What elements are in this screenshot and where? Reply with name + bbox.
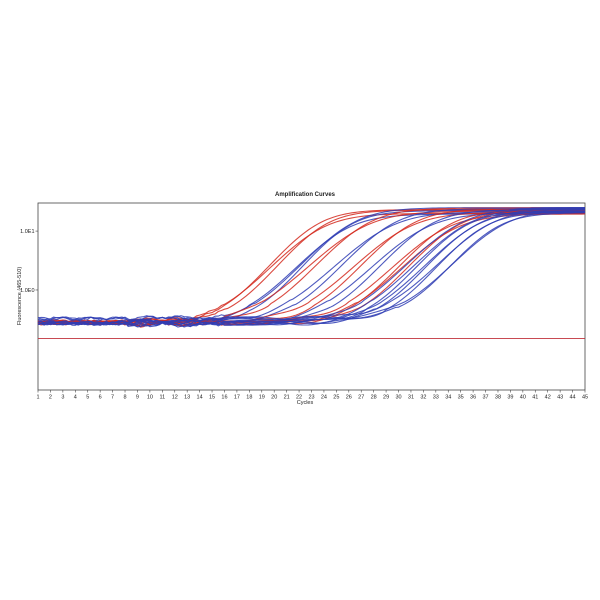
x-tick-label: 35 [458,395,464,401]
y-axis-label: Fluorescence (465-510) [17,267,23,326]
x-tick-label: 8 [123,395,126,401]
x-tick-label: 24 [321,395,327,401]
blue-amplification-curve [37,209,586,323]
x-tick-label: 38 [495,395,501,401]
x-tick-label: 26 [346,395,352,401]
x-tick-label: 39 [507,395,513,401]
x-tick-label: 32 [420,395,426,401]
x-tick-label: 1 [36,395,39,401]
x-tick-label: 9 [136,395,139,401]
x-tick-label: 33 [433,395,439,401]
x-tick-label: 40 [520,395,526,401]
x-tick-label: 2 [49,395,52,401]
blue-amplification-curve [37,208,586,328]
x-tick-label: 30 [395,395,401,401]
x-tick-label: 17 [234,395,240,401]
x-tick-label: 29 [383,395,389,401]
x-tick-label: 22 [296,395,302,401]
y-tick-label: 1.0E0 [20,288,34,294]
x-tick-label: 44 [570,395,576,401]
x-tick-label: 11 [159,395,165,401]
y-axis: 1.0E0 1.0E1 [20,229,38,294]
x-axis: 1 2 3 4 5 6 7 8 9 10 11 12 13 14 15 16 17 18 19 20 21 22 23 24 2… [36,390,588,401]
x-tick-label: 21 [284,395,290,401]
x-axis-label: Cycles [297,400,314,406]
blue-amplification-curve [37,208,586,322]
x-tick-label: 36 [470,395,476,401]
x-tick-label: 41 [532,395,538,401]
x-tick-label: 4 [74,395,77,401]
blue-amplification-curve [37,207,586,328]
x-tick-label: 43 [557,395,563,401]
blue-amplification-curve [37,210,585,327]
x-tick-label: 15 [209,395,215,401]
x-tick-label: 23 [308,395,314,401]
x-tick-label: 20 [271,395,277,401]
curves-group [37,207,586,339]
x-tick-label: 5 [86,395,89,401]
x-tick-label: 6 [99,395,102,401]
x-tick-label: 10 [147,395,153,401]
x-tick-label: 27 [358,395,364,401]
x-tick-label: 34 [445,395,451,401]
x-tick-label: 37 [482,395,488,401]
x-tick-label: 12 [172,395,178,401]
chart-title: Amplification Curves [275,192,336,198]
x-tick-label: 13 [184,395,190,401]
x-tick-label: 14 [197,395,203,401]
x-tick-label: 3 [61,395,64,401]
y-tick-label: 1.0E1 [20,229,34,235]
x-tick-label: 45 [582,395,588,401]
x-tick-label: 31 [408,395,414,401]
x-tick-label: 28 [371,395,377,401]
x-tick-label: 42 [545,395,551,401]
x-tick-label: 7 [111,395,114,401]
x-tick-label: 16 [221,395,227,401]
x-tick-label: 25 [333,395,339,401]
x-tick-label: 18 [246,395,252,401]
x-tick-label: 19 [259,395,265,401]
